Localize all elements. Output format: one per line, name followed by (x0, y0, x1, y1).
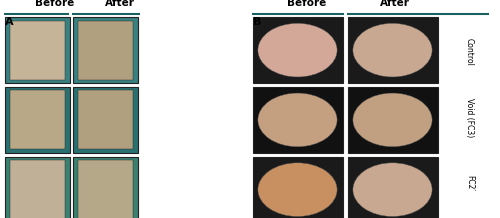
Ellipse shape (353, 93, 432, 147)
Text: Void (FC3): Void (FC3) (465, 98, 474, 137)
Text: After: After (105, 0, 135, 8)
Text: FC2′: FC2′ (465, 175, 474, 191)
FancyBboxPatch shape (348, 157, 438, 218)
Text: A: A (5, 17, 14, 27)
FancyBboxPatch shape (10, 21, 65, 80)
Text: Before: Before (35, 0, 74, 8)
FancyBboxPatch shape (348, 87, 438, 153)
Text: Before: Before (288, 0, 327, 8)
Text: B: B (252, 17, 261, 27)
FancyBboxPatch shape (348, 17, 438, 83)
FancyBboxPatch shape (252, 17, 342, 83)
Ellipse shape (258, 93, 337, 147)
FancyBboxPatch shape (5, 87, 70, 153)
FancyBboxPatch shape (5, 17, 70, 83)
FancyBboxPatch shape (72, 157, 138, 218)
FancyBboxPatch shape (252, 87, 342, 153)
FancyBboxPatch shape (78, 160, 132, 218)
FancyBboxPatch shape (78, 21, 132, 80)
Text: After: After (380, 0, 410, 8)
FancyBboxPatch shape (10, 90, 65, 149)
FancyBboxPatch shape (5, 157, 70, 218)
Ellipse shape (258, 163, 337, 216)
Ellipse shape (258, 23, 337, 77)
FancyBboxPatch shape (72, 87, 138, 153)
FancyBboxPatch shape (72, 17, 138, 83)
Ellipse shape (353, 23, 432, 77)
FancyBboxPatch shape (78, 90, 132, 149)
FancyBboxPatch shape (252, 157, 342, 218)
Text: Control: Control (465, 38, 474, 66)
FancyBboxPatch shape (10, 160, 65, 218)
Ellipse shape (353, 163, 432, 216)
